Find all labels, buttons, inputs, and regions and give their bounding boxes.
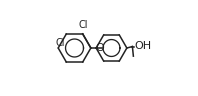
Text: Cl: Cl — [56, 38, 65, 48]
Text: OH: OH — [134, 41, 152, 51]
Text: O: O — [95, 43, 104, 53]
Text: Cl: Cl — [78, 20, 88, 30]
